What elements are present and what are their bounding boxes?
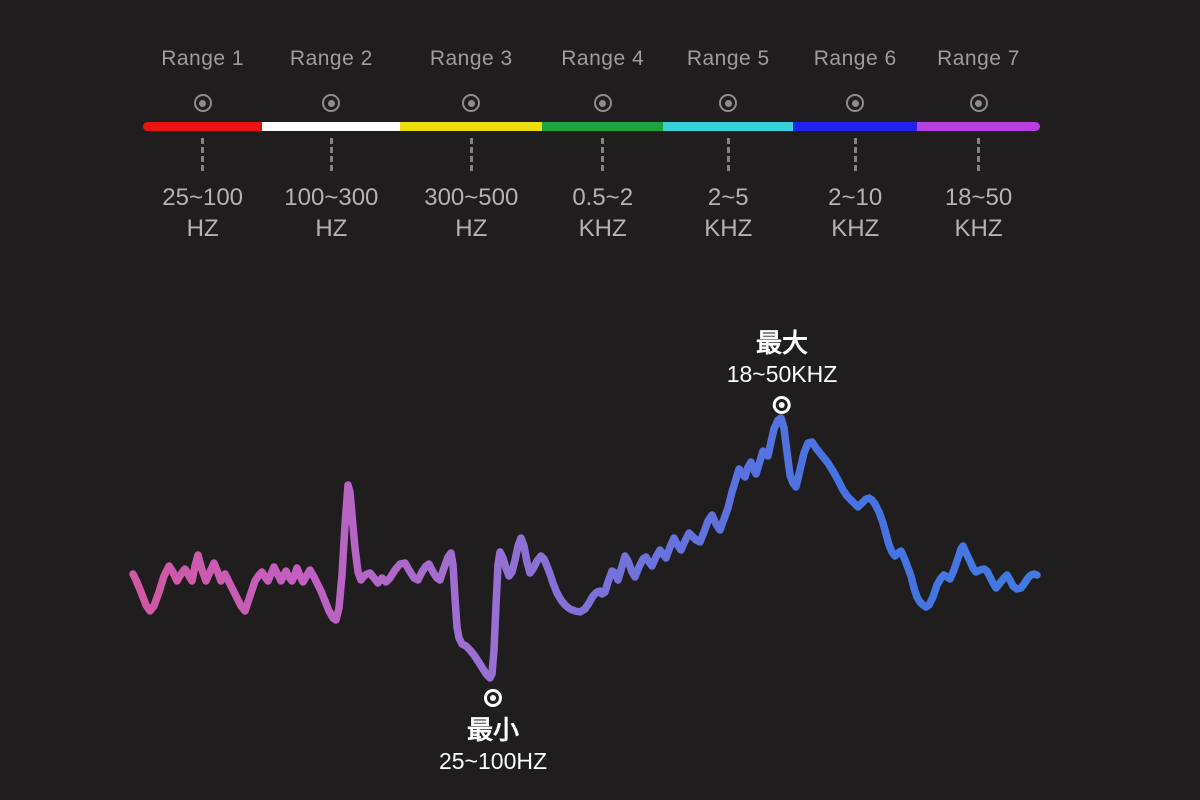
range-color-segment: [400, 122, 543, 131]
radio-dot-icon: [467, 99, 475, 107]
dashed-connector: [977, 138, 981, 171]
range-label: Range 2: [289, 47, 373, 70]
min-marker-icon: [484, 689, 502, 707]
frequency-value: 2~5: [707, 184, 749, 211]
dashed-connector: [601, 138, 605, 171]
range-color-segment: [542, 122, 664, 131]
frequency-value: 18~50: [944, 184, 1013, 211]
range-label: Range 7: [937, 47, 1020, 70]
range-frequency-label: 2~5 KHZ: [704, 182, 752, 244]
range-column-2: Range 2 100~300 HZ: [262, 47, 401, 244]
range-frequency-label: 2~10 KHZ: [828, 182, 882, 244]
range-color-segment: [793, 122, 918, 131]
min-annotation-value: 25~100HZ: [438, 748, 548, 774]
range-radio-icon[interactable]: [462, 94, 481, 112]
dashed-connector: [201, 138, 205, 171]
range-radio-icon[interactable]: [322, 94, 341, 112]
range-label: Range 3: [429, 47, 513, 70]
range-color-segment: [917, 122, 1040, 131]
frequency-value: 0.5~2: [572, 184, 634, 211]
range-radio-icon[interactable]: [846, 94, 865, 112]
frequency-value: 300~500: [424, 184, 519, 211]
range-radio-icon[interactable]: [969, 94, 988, 112]
radio-dot-icon: [851, 99, 859, 107]
range-frequency-label: 100~300 HZ: [284, 182, 378, 244]
frequency-unit: HZ: [186, 215, 219, 242]
range-color-segment: [143, 122, 263, 131]
range-label: Range 1: [161, 47, 245, 70]
frequency-value: 100~300: [284, 184, 379, 211]
min-annotation: 最小 25~100HZ: [439, 689, 547, 774]
range-column-1: Range 1 25~100 HZ: [143, 47, 263, 244]
max-annotation-value: 18~50KHZ: [726, 361, 838, 387]
range-selector-panel: Range 1 25~100 HZ Range 2 100~300 HZ Ran…: [143, 47, 1040, 244]
radio-dot-icon: [724, 99, 732, 107]
frequency-unit: KHZ: [831, 215, 880, 242]
range-column-4: Range 4 0.5~2 KHZ: [542, 47, 664, 244]
range-frequency-label: 25~100 HZ: [162, 182, 243, 244]
dashed-connector: [469, 138, 473, 171]
radio-dot-icon: [975, 99, 983, 107]
max-marker-icon: [772, 396, 791, 414]
range-column-5: Range 5 2~5 KHZ: [663, 47, 794, 244]
frequency-unit: KHZ: [578, 215, 627, 242]
dashed-connector: [726, 138, 730, 171]
min-marker-dot-icon: [490, 695, 496, 701]
dashed-connector: [853, 138, 857, 171]
range-color-segment: [262, 122, 401, 131]
frequency-value: 2~10: [828, 184, 883, 211]
range-frequency-label: 300~500 HZ: [424, 182, 518, 244]
range-frequency-label: 0.5~2 KHZ: [572, 182, 633, 244]
radio-dot-icon: [199, 99, 207, 107]
range-column-7: Range 7 18~50 KHZ: [917, 47, 1040, 244]
range-column-3: Range 3 300~500 HZ: [400, 47, 543, 244]
range-radio-icon[interactable]: [593, 94, 612, 112]
frequency-unit: KHZ: [704, 215, 753, 242]
frequency-unit: KHZ: [954, 215, 1003, 242]
range-radio-icon[interactable]: [193, 94, 212, 112]
range-label: Range 4: [561, 47, 645, 70]
range-label: Range 5: [686, 47, 770, 70]
max-annotation: 最大 18~50KHZ: [726, 328, 838, 414]
frequency-unit: HZ: [455, 215, 488, 242]
min-annotation-title: 最小: [466, 715, 519, 745]
radio-dot-icon: [327, 99, 335, 107]
dashed-connector: [329, 138, 333, 171]
range-radio-icon[interactable]: [719, 94, 738, 112]
radio-dot-icon: [599, 99, 607, 107]
range-color-segment: [663, 122, 794, 131]
spectrum-line: [129, 414, 1041, 682]
frequency-value: 25~100: [162, 184, 244, 211]
max-annotation-title: 最大: [755, 328, 809, 358]
max-marker-dot-icon: [778, 402, 785, 408]
frequency-unit: HZ: [315, 215, 348, 242]
range-frequency-label: 18~50 KHZ: [945, 182, 1012, 244]
range-column-6: Range 6 2~10 KHZ: [793, 47, 918, 244]
range-label: Range 6: [813, 47, 897, 70]
